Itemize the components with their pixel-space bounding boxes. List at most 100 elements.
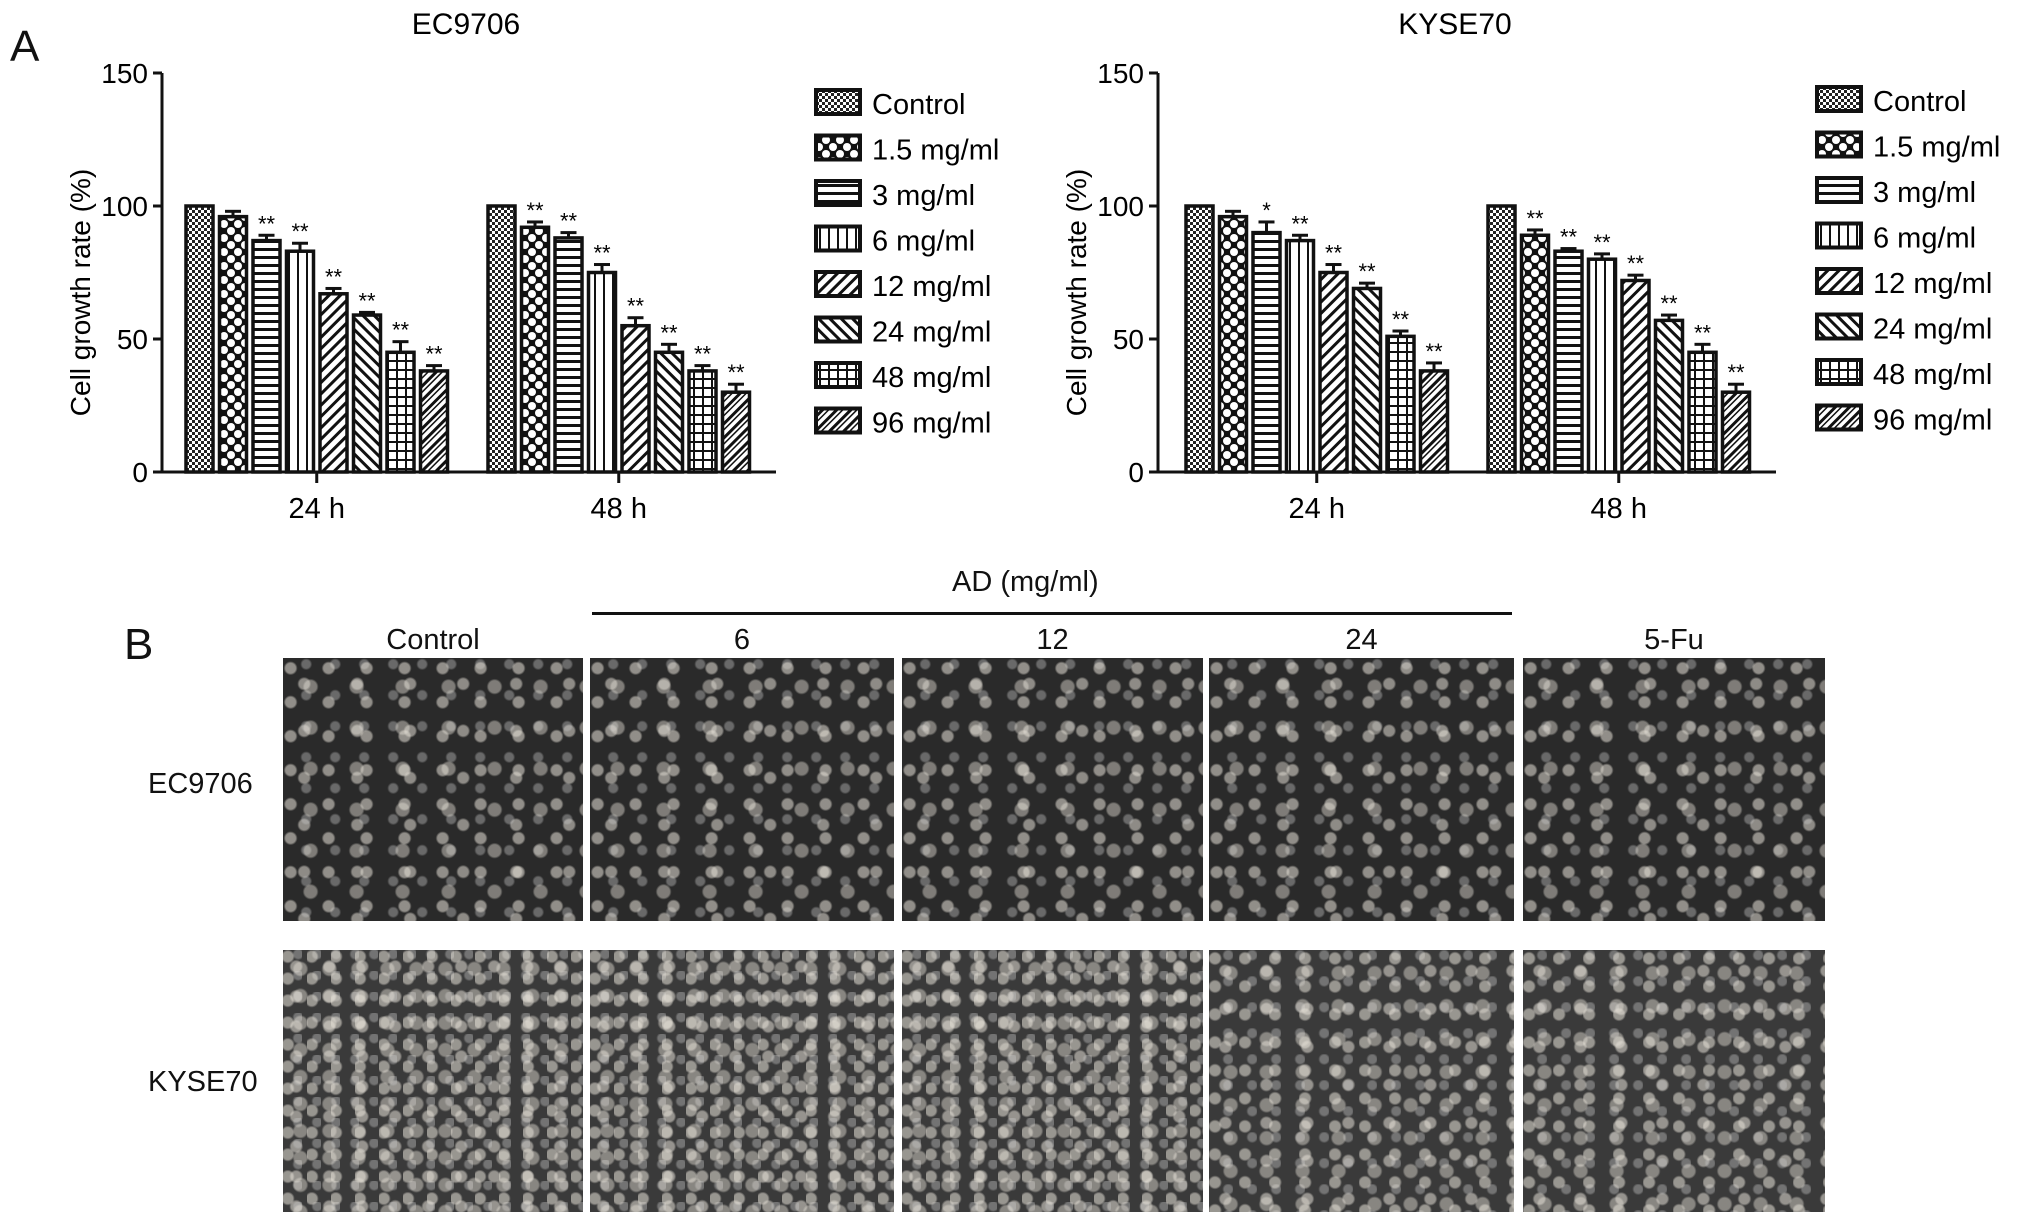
significance-label: ** — [325, 264, 343, 289]
legend-swatch — [1815, 85, 1863, 113]
significance-label: ** — [358, 288, 376, 313]
x-tick-label: 48 h — [591, 493, 647, 525]
bar-96-mg-ml-24h — [418, 369, 450, 474]
bar-12-mg-ml-24h — [1318, 270, 1349, 474]
legend-swatch — [814, 133, 862, 162]
significance-label: ** — [1694, 320, 1712, 345]
bar-96-mg-ml-24h — [1418, 369, 1450, 474]
bar-6-mg-ml-24h — [1284, 238, 1316, 474]
bar-1-5-mg-ml-24h — [1217, 214, 1249, 474]
legend-label: 48 mg/ml — [872, 362, 991, 394]
bar-6-mg-ml-48h — [586, 270, 618, 474]
row-label-ec9706: EC9706 — [148, 768, 253, 800]
bar-12-mg-ml-48h — [620, 323, 651, 474]
bar-24-mg-ml-24h — [1351, 286, 1383, 474]
significance-label: * — [1262, 198, 1271, 223]
bar-6-mg-ml-24h — [284, 249, 316, 474]
significance-label: ** — [392, 318, 410, 343]
y-tick-label: 100 — [1097, 191, 1144, 222]
legend-label: 6 mg/ml — [1873, 223, 1976, 255]
significance-label: ** — [258, 211, 276, 236]
significance-label: ** — [593, 241, 611, 266]
legend-label: 24 mg/ml — [872, 317, 991, 349]
column-label-5fu: 5-Fu — [1644, 624, 1704, 656]
column-label-6: 6 — [733, 624, 751, 656]
micrograph-kyse70-24 — [1209, 950, 1514, 1212]
significance-label: ** — [1392, 307, 1410, 332]
significance-label: ** — [1627, 251, 1645, 276]
significance-label: ** — [1358, 259, 1376, 284]
legend-swatch — [1815, 130, 1863, 159]
significance-label: ** — [1425, 339, 1443, 364]
micrograph-ec9706-5fu — [1523, 658, 1825, 921]
y-tick-label: 0 — [1128, 457, 1144, 488]
legend-label: 48 mg/ml — [1873, 359, 1992, 391]
bar-1-5-mg-ml-24h — [217, 214, 249, 474]
bar-3-mg-ml-24h — [1251, 230, 1282, 474]
y-tick-label: 150 — [1097, 58, 1144, 89]
bar-12-mg-ml-48h — [1620, 278, 1651, 474]
micrograph-ec9706-12 — [902, 658, 1203, 921]
significance-label: ** — [727, 360, 745, 385]
legend-swatch — [814, 270, 862, 298]
legend-label: 1.5 mg/ml — [872, 135, 999, 167]
row-label-kyse70: KYSE70 — [148, 1066, 258, 1098]
bar-control-48h — [1486, 204, 1517, 474]
chart-ec9706: EC9706 0 50 100 150 Cell growth rate (%) ** ** *… — [65, 8, 999, 525]
legend-swatch — [1815, 312, 1863, 341]
micrograph-ec9706-6 — [590, 658, 894, 921]
y-tick-label: 100 — [101, 191, 148, 222]
legend-label: 3 mg/ml — [1873, 177, 1976, 209]
legend-label: 6 mg/ml — [872, 226, 975, 258]
legend-label: 96 mg/ml — [872, 408, 991, 440]
legend-label: Control — [872, 89, 966, 121]
bar-96-mg-ml-48h — [1720, 390, 1752, 474]
x-tick-label: 24 h — [1289, 493, 1345, 525]
micrograph-kyse70-5fu — [1523, 950, 1825, 1212]
bar-96-mg-ml-48h — [720, 390, 752, 474]
significance-label: ** — [1560, 225, 1578, 250]
bar-control-24h — [1184, 204, 1215, 474]
significance-label: ** — [1325, 241, 1343, 266]
legend-swatch — [814, 361, 862, 389]
significance-label: ** — [694, 342, 712, 367]
legend-label: 24 mg/ml — [1873, 314, 1992, 346]
y-tick-label: 0 — [132, 457, 148, 488]
legend-swatch — [814, 315, 862, 344]
bar-48-mg-ml-24h — [385, 350, 416, 474]
bar-24-mg-ml-48h — [1653, 318, 1685, 474]
bar-1-5-mg-ml-48h — [1519, 233, 1551, 474]
column-label-12: 12 — [1036, 624, 1069, 656]
bar-48-mg-ml-24h — [1385, 334, 1416, 474]
y-axis-label: Cell growth rate (%) — [1061, 169, 1092, 416]
legend-swatch — [814, 224, 862, 253]
bar-24-mg-ml-48h — [653, 350, 685, 474]
bar-control-24h — [184, 204, 215, 474]
significance-label: ** — [660, 320, 678, 345]
bar-6-mg-ml-48h — [1586, 257, 1618, 474]
significance-label: ** — [526, 198, 544, 223]
legend-swatch — [1815, 221, 1863, 250]
significance-label: ** — [1727, 360, 1745, 385]
y-tick-label: 50 — [1113, 324, 1144, 355]
bar-3-mg-ml-24h — [251, 238, 282, 474]
significance-label: ** — [560, 209, 578, 234]
panel-b-label: B — [124, 620, 154, 669]
y-axis-label: Cell growth rate (%) — [65, 169, 96, 416]
significance-label: ** — [1291, 211, 1309, 236]
column-label-control: Control — [386, 624, 480, 656]
significance-label: ** — [291, 219, 309, 244]
legend-swatch — [1815, 267, 1863, 295]
ad-group-line — [592, 612, 1512, 615]
legend-swatch — [814, 179, 862, 207]
significance-label: ** — [627, 294, 645, 319]
legend-label: 12 mg/ml — [872, 271, 991, 303]
significance-label: ** — [1660, 291, 1678, 316]
panel-a-label: A — [10, 22, 40, 71]
x-tick-label: 48 h — [1591, 493, 1647, 525]
bar-3-mg-ml-48h — [553, 236, 584, 474]
column-label-24: 24 — [1345, 624, 1378, 656]
micrograph-kyse70-6 — [590, 950, 894, 1212]
